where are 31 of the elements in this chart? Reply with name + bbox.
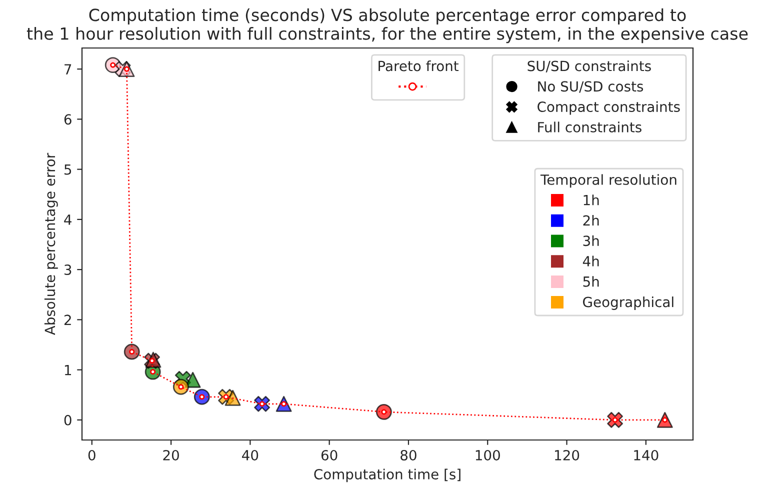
y-tick-label: 2 bbox=[64, 314, 71, 325]
annotation: SU/SD constraints bbox=[528, 60, 651, 72]
x-tick-label: 60 bbox=[321, 450, 338, 460]
x-tick-label: 40 bbox=[242, 450, 258, 460]
y-tick-label: 0 bbox=[64, 414, 72, 426]
legend-label: 5h bbox=[583, 276, 599, 287]
y-tick-label: 1 bbox=[64, 364, 71, 376]
x-tick-label: 80 bbox=[400, 450, 416, 460]
y-tick-label: 4 bbox=[64, 214, 72, 225]
x-tick-label: 100 bbox=[476, 450, 500, 460]
legend-label: 4h bbox=[582, 256, 599, 266]
annotation: Full constraints bbox=[538, 122, 642, 132]
legend-title: Temporal resolution bbox=[540, 174, 676, 188]
x-tick-label: 20 bbox=[163, 450, 179, 460]
legend-label: Geographical bbox=[583, 296, 674, 310]
x-tick-label: 120 bbox=[555, 450, 580, 460]
y-tick-label: 6 bbox=[64, 114, 72, 125]
y-tick-label: 7 bbox=[64, 64, 72, 74]
y-axis-title: Absolute percentage error bbox=[44, 152, 58, 335]
y-tick-label: 5 bbox=[64, 164, 72, 175]
annotation: Compact constraints bbox=[538, 101, 680, 115]
x-tick-label: 0 bbox=[88, 450, 96, 460]
legend-label: 3h bbox=[583, 235, 599, 246]
legend-label: 1h bbox=[584, 194, 599, 206]
x-tick-label: 140 bbox=[634, 450, 658, 460]
x-axis-title: Computation time [s] bbox=[314, 468, 460, 482]
y-tick-label: 3 bbox=[64, 264, 72, 276]
chart-title: Computation time (seconds) VS absolute percentage error compared to the 1 hour resolution with full constraints, for the entire system, in the expensive case bbox=[26, 8, 748, 44]
annotation: No SU/SD costs bbox=[538, 81, 644, 93]
annotation: Pareto front bbox=[378, 60, 459, 72]
legend-label: 2h bbox=[583, 214, 599, 226]
